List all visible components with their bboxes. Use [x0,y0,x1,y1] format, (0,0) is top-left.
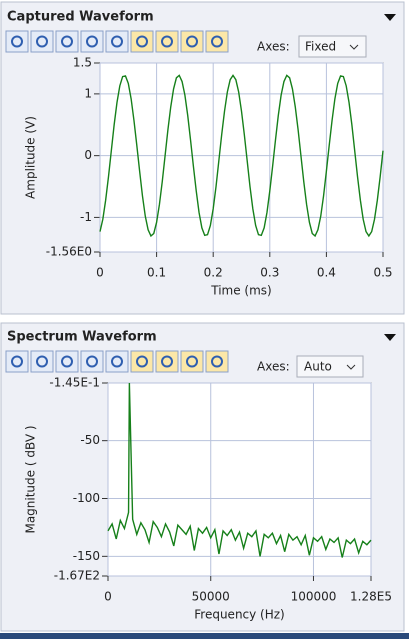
tool-icon [61,35,73,48]
tool-icon [136,35,148,48]
tool-icon [161,355,173,368]
tool-icon [111,355,123,368]
dropdown-arrow [349,44,359,50]
tool-icon [186,35,198,48]
tool-icon [36,355,48,368]
x-tick-label: 0.2 [204,266,223,280]
tool-icon [161,35,173,48]
tool-icon [61,355,73,368]
tool-button[interactable] [80,350,104,373]
tool-button[interactable] [180,350,204,373]
data-line [99,74,384,238]
x-tick-label: 50000 [192,590,230,604]
x-axis-title: Time (ms) [210,284,272,298]
y-tick-label: -100 [73,491,100,505]
tool-button[interactable] [130,30,154,53]
x-tick-label: 0.3 [260,266,279,280]
tool-icon [111,35,123,48]
y-tick-label: 0 [84,148,92,162]
axes-dropdown[interactable] [296,355,364,378]
x-tick-label: 0 [96,266,104,280]
y-tick-label: -1.56E0 [46,245,92,259]
tool-button[interactable] [5,350,29,373]
axes-label: Axes: [257,360,290,374]
tool-button[interactable] [80,30,104,53]
x-tick-label: 0.1 [147,266,166,280]
axes-mode: Fixed [305,40,336,54]
x-tick-label: 1.28E5 [350,590,392,604]
x-tick-label: 0 [104,590,112,604]
x-tick-label: 0.5 [373,266,392,280]
tool-icon [186,355,198,368]
tool-button[interactable] [155,350,179,373]
tool-icon [86,355,98,368]
tool-button[interactable] [105,30,129,53]
status-bar [0,633,409,639]
tool-button[interactable] [105,350,129,373]
x-tick-label: 100000 [291,590,337,604]
axes-dropdown[interactable] [298,35,367,58]
tool-icon [136,355,148,368]
data-line [107,382,372,558]
x-tick-label: 0.4 [317,266,336,280]
plot-area [107,382,372,577]
panel-title: Captured Waveform [7,10,154,25]
x-axis-title: Frequency (Hz) [194,608,285,622]
tool-icon [11,355,23,368]
panel-title: Spectrum Waveform [7,330,157,345]
y-tick-label: 1 [84,86,92,100]
y-tick-label: -1.67E2 [54,569,100,583]
y-tick-label: -1.45E-1 [49,376,100,390]
tool-button[interactable] [205,350,229,373]
tool-icon [86,35,98,48]
tool-button[interactable] [55,30,79,53]
tool-icon [11,35,23,48]
tool-button[interactable] [130,350,154,373]
collapse-button[interactable] [384,14,396,21]
tool-button[interactable] [30,350,54,373]
dropdown-arrow [346,364,356,370]
tool-button[interactable] [55,350,79,373]
collapse-button[interactable] [384,334,396,341]
tool-button[interactable] [5,30,29,53]
y-tick-label: -50 [80,433,100,447]
tool-icon [211,355,223,368]
y-axis-title: Amplitude (V) [24,116,38,199]
axes-mode: Auto [304,360,332,374]
tool-icon [211,35,223,48]
axes-label: Axes: [257,40,290,54]
tool-button[interactable] [155,30,179,53]
plot-area [99,62,384,253]
tool-button[interactable] [180,30,204,53]
y-tick-label: 1.5 [73,56,92,70]
tool-button[interactable] [205,30,229,53]
y-axis-title: Magnitude ( dBV ) [24,425,38,533]
tool-icon [36,35,48,48]
y-tick-label: -150 [73,549,100,563]
tool-button[interactable] [30,30,54,53]
y-tick-label: -1 [80,210,92,224]
